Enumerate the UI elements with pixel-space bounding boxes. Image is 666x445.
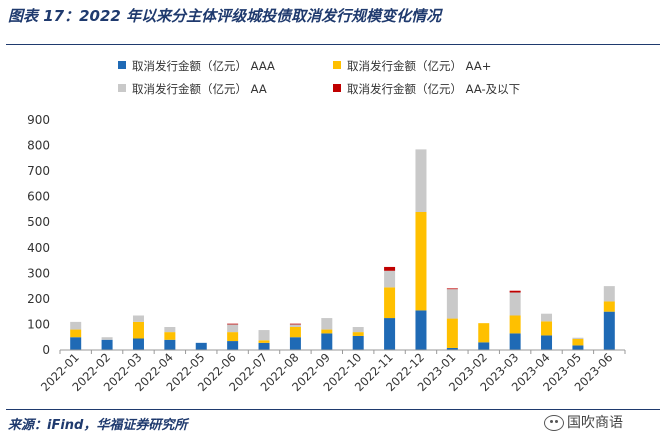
bar-segment [384,266,396,271]
bar-segment [132,338,144,350]
bar-segment [321,329,333,334]
bar-segment [541,321,553,336]
legend-label: 取消发行金额（亿元） AA+ [347,59,491,73]
y-tick-label: 100 [27,317,50,331]
bar-segment [603,286,615,302]
bar-segment [227,323,239,325]
bar-segment [101,337,113,340]
y-tick-label: 800 [27,139,50,153]
legend-label: 取消发行金额（亿元） AA [132,82,267,96]
legend-swatch [333,84,341,92]
bars [70,149,615,350]
bar-segment [352,335,364,350]
y-tick-label: 600 [27,190,50,204]
bar-segment [603,301,615,312]
bar-segment [384,287,396,319]
bar-segment [478,342,490,350]
title-divider [6,44,660,45]
y-tick-label: 200 [27,292,50,306]
bar-segment [289,337,301,350]
bar-segment [415,310,427,350]
bar-segment [70,329,82,338]
bar-segment [164,332,176,340]
bar-segment [384,318,396,350]
bar-segment [258,342,270,350]
y-tick-label: 700 [27,164,50,178]
wechat-icon [544,415,564,431]
footer-divider [6,409,660,410]
bar-segment [572,339,584,346]
chart-title: 图表 17：2022 年以来分主体评级城投债取消发行规模变化情况 [8,7,442,25]
y-tick-label: 500 [27,215,50,229]
bar-segment [446,347,458,350]
bar-segment [227,324,239,333]
bar-segment [227,332,239,342]
bar-segment [195,342,207,350]
bar-segment [164,327,176,333]
bar-segment [352,332,364,336]
bar-segment [572,337,584,340]
bar-segment [258,330,270,341]
bar-segment [101,339,113,350]
bar-segment [321,333,333,350]
y-tick-label: 0 [42,343,50,357]
bar-segment [446,289,458,319]
bar-segment [289,327,301,338]
bar-segment [509,292,521,316]
bar-segment [132,315,144,322]
watermark: 国吹商语 [544,412,623,432]
bar-segment [572,345,584,350]
legend-label: 取消发行金额（亿元） AAA [132,59,275,73]
bar-segment [70,337,82,350]
bar-segment [415,212,427,311]
bar-segment [541,313,553,322]
bar-segment [70,321,82,330]
bar-segment [132,321,144,339]
legend: 取消发行金额（亿元） AAA 取消发行金额（亿元） AA+ 取消发行金额（亿元） A… [118,59,520,96]
bar-segment [478,323,490,343]
bar-segment [603,311,615,350]
y-tick-label: 900 [27,113,50,127]
bar-segment [289,324,301,327]
bar-segment [164,339,176,350]
bar-segment [227,341,239,350]
watermark-text: 国吹商语 [567,415,623,431]
y-tick-label: 400 [27,241,50,255]
bar-segment [509,333,521,350]
bar-segment [384,270,396,288]
y-axis: 0 100 200 300 400 500 600 700 800 900 [27,113,50,357]
legend-swatch [118,84,126,92]
bar-segment [446,318,458,348]
bar-segment [289,323,301,325]
source-note: 来源：iFind，华福证券研究所 [8,418,188,433]
legend-label: 取消发行金额（亿元） AA-及以下 [347,82,520,96]
bar-segment [541,335,553,350]
legend-swatch [118,61,126,69]
y-tick-label: 300 [27,266,50,280]
bar-segment [258,340,270,343]
legend-swatch [333,61,341,69]
bar-segment [415,149,427,212]
bar-segment [321,318,333,330]
bar-segment [352,327,364,333]
bar-segment [509,315,521,334]
bar-segment [446,288,458,290]
x-axis: 2022-012022-022022-032022-042022-052022-… [38,349,626,394]
bar-segment [509,290,521,293]
